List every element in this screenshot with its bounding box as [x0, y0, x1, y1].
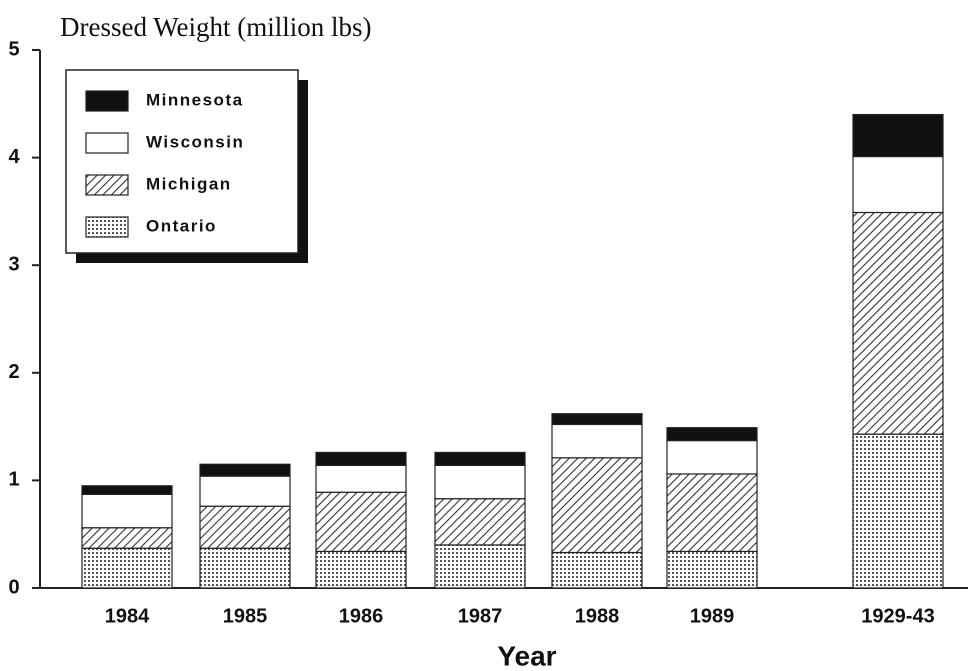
x-tick-label: 1987 — [458, 605, 503, 627]
x-tick-label: 1984 — [105, 605, 150, 627]
bar-segment — [852, 433, 944, 589]
bar-segment — [199, 547, 291, 589]
bar-segment — [666, 473, 758, 553]
bar-segment — [315, 550, 407, 589]
bar-segment — [852, 211, 944, 435]
bar-segment — [666, 427, 758, 442]
bar-segment — [434, 544, 526, 589]
bar-segment — [551, 457, 643, 554]
bar-segment — [852, 155, 944, 214]
y-tick-label: 1 — [8, 469, 19, 491]
y-tick-label: 0 — [8, 576, 19, 598]
y-tick-label: 3 — [8, 253, 19, 275]
legend-swatch — [85, 174, 129, 196]
bar-segment — [199, 475, 291, 507]
bar-segment — [666, 439, 758, 475]
y-tick-label: 5 — [8, 38, 19, 60]
bar-segment — [81, 493, 173, 529]
legend-label: Minnesota — [146, 90, 244, 109]
bar-segment — [315, 451, 407, 466]
legend-label: Ontario — [146, 216, 217, 235]
bar-segment — [81, 527, 173, 549]
bar-segment — [434, 464, 526, 500]
legend-label: Michigan — [146, 174, 232, 193]
x-tick-label: 1929-43 — [861, 605, 934, 627]
bar-segment — [81, 547, 173, 589]
x-tick-label: 1986 — [339, 605, 384, 627]
bar-segment — [852, 113, 944, 158]
bar-segment — [81, 485, 173, 495]
x-tick-label: 1988 — [575, 605, 620, 627]
legend-swatch — [85, 90, 129, 112]
bar-segment — [315, 464, 407, 493]
bar-segment — [551, 423, 643, 459]
x-tick-label: 1985 — [223, 605, 268, 627]
x-tick-label: 1989 — [690, 605, 735, 627]
y-tick-label: 4 — [8, 146, 20, 168]
bar-segment — [315, 491, 407, 553]
bar-segment — [434, 498, 526, 546]
bar-segment — [666, 550, 758, 589]
y-tick-label: 2 — [8, 361, 19, 383]
bar-segment — [551, 413, 643, 426]
bar-segment — [551, 551, 643, 589]
legend-swatch — [85, 216, 129, 238]
legend-swatch — [85, 132, 129, 154]
bar-segment — [199, 463, 291, 477]
chart-title: Dressed Weight (million lbs) — [60, 12, 372, 42]
x-axis-label: Year — [497, 640, 556, 671]
legend-label: Wisconsin — [146, 132, 244, 151]
bar-segment — [434, 451, 526, 466]
bar-segment — [199, 505, 291, 549]
